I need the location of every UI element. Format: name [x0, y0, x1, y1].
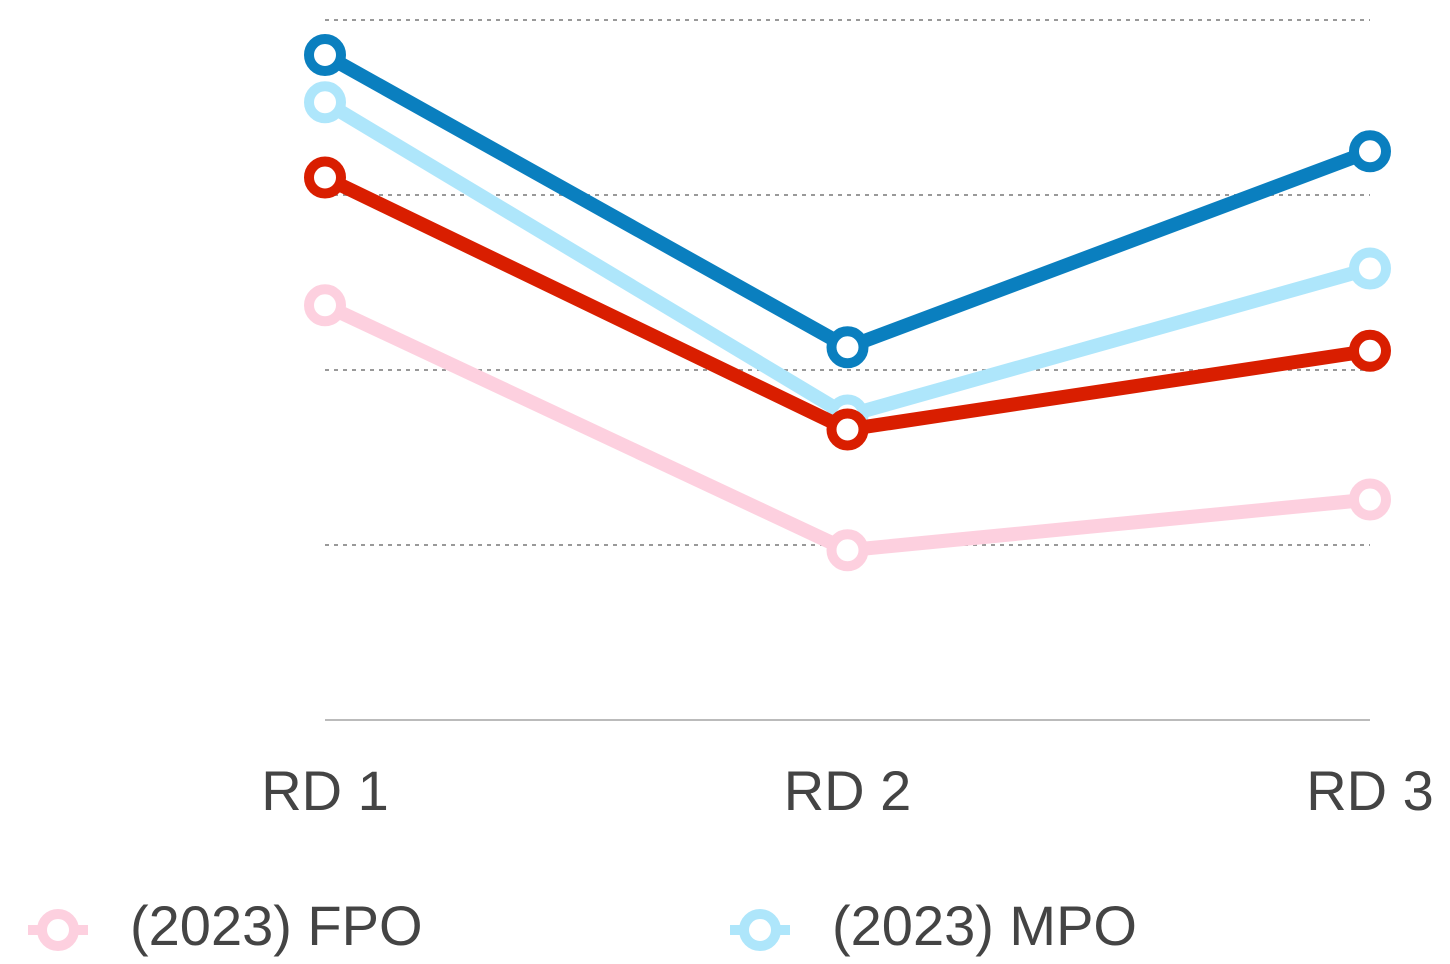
- x-tick-label: RD 3: [1306, 759, 1434, 822]
- point: [304, 156, 346, 199]
- point: [826, 326, 869, 369]
- legend-marker: [739, 909, 781, 951]
- legend-label: (2023) FPO: [130, 894, 423, 957]
- point: [1349, 478, 1391, 521]
- point: [1349, 329, 1391, 372]
- point: [1349, 247, 1391, 290]
- point: [826, 529, 869, 572]
- point: [304, 34, 346, 76]
- point: [1349, 130, 1391, 173]
- point: [304, 284, 346, 327]
- point: [826, 408, 869, 451]
- legend-label: (2023) MPO: [832, 894, 1137, 957]
- point: [304, 81, 346, 124]
- legend-marker: [37, 909, 79, 951]
- x-tick-label: RD 2: [784, 759, 912, 822]
- x-tick-label: RD 1: [261, 759, 389, 822]
